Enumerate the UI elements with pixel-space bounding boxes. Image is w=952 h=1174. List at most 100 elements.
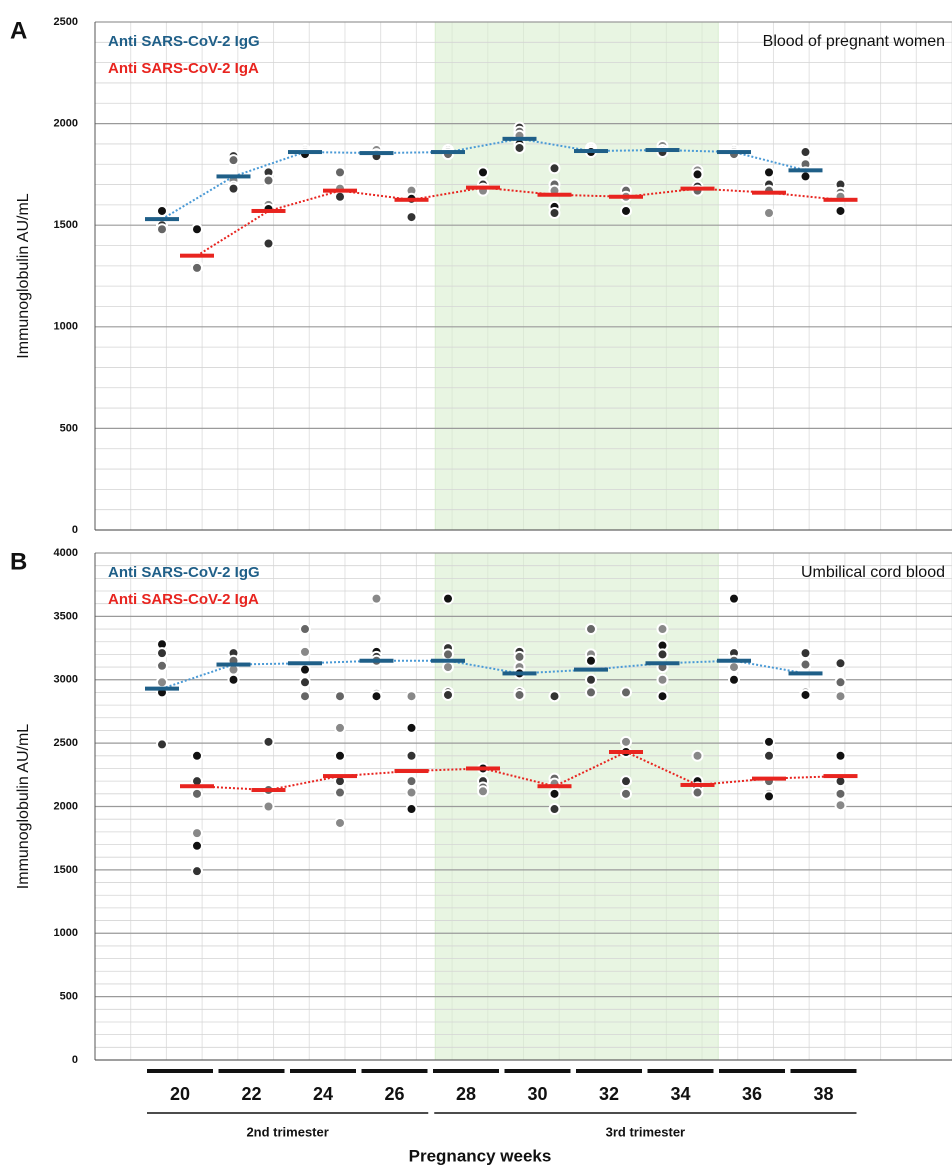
panel-title: Umbilical cord blood bbox=[801, 564, 945, 581]
data-point bbox=[405, 786, 418, 799]
data-point bbox=[299, 623, 311, 636]
data-point bbox=[691, 786, 704, 799]
median-bar bbox=[180, 253, 214, 258]
data-point bbox=[834, 676, 847, 689]
median-bar bbox=[288, 150, 322, 155]
median-bar bbox=[288, 661, 322, 666]
week-bar bbox=[790, 1069, 857, 1073]
data-point bbox=[834, 204, 847, 217]
data-point bbox=[799, 688, 812, 701]
data-point bbox=[299, 645, 311, 658]
data-point bbox=[262, 237, 275, 250]
data-point bbox=[442, 592, 454, 605]
data-point bbox=[728, 661, 740, 674]
data-point bbox=[191, 749, 203, 762]
data-point bbox=[477, 785, 489, 798]
data-point bbox=[405, 749, 418, 762]
x-tick-label: 36 bbox=[742, 1084, 762, 1104]
data-point bbox=[405, 803, 418, 816]
legend-label: Anti SARS-CoV-2 IgA bbox=[108, 591, 259, 608]
median-bar bbox=[323, 774, 357, 779]
x-axis-label: Pregnancy weeks bbox=[409, 1146, 552, 1165]
median-bar bbox=[537, 784, 572, 789]
data-point bbox=[156, 676, 168, 689]
median-bar bbox=[323, 188, 357, 193]
panel-label: B bbox=[10, 548, 27, 575]
data-point bbox=[728, 592, 740, 605]
week-bar bbox=[576, 1069, 642, 1073]
data-point bbox=[763, 166, 775, 179]
data-point bbox=[834, 799, 847, 812]
week-bar bbox=[504, 1069, 571, 1073]
y-axis-label: Immunoglobulin AU/mL bbox=[15, 193, 32, 359]
x-tick-label: 30 bbox=[527, 1084, 547, 1104]
data-point bbox=[442, 661, 454, 674]
data-point bbox=[585, 654, 597, 667]
y-tick-label: 1500 bbox=[54, 219, 78, 231]
data-point bbox=[691, 168, 704, 181]
median-bar bbox=[251, 788, 286, 793]
data-point bbox=[763, 735, 775, 748]
median-bar bbox=[788, 671, 823, 676]
legend-label: Anti SARS-CoV-2 IgA bbox=[108, 60, 259, 77]
data-point bbox=[513, 688, 526, 701]
y-tick-label: 1500 bbox=[54, 864, 78, 876]
median-bar bbox=[823, 197, 858, 202]
data-point bbox=[191, 261, 203, 274]
y-tick-label: 4000 bbox=[54, 547, 78, 559]
data-point bbox=[227, 673, 240, 686]
data-point bbox=[262, 174, 275, 187]
median-bar bbox=[359, 151, 394, 156]
median-bar bbox=[752, 190, 786, 195]
median-bar bbox=[717, 658, 751, 663]
data-point bbox=[299, 663, 311, 676]
y-tick-label: 0 bbox=[72, 1054, 78, 1066]
x-tick-label: 26 bbox=[384, 1084, 404, 1104]
week-bar bbox=[361, 1069, 428, 1073]
median-bar bbox=[502, 136, 537, 141]
median-bar bbox=[788, 168, 823, 173]
week-bar bbox=[147, 1069, 213, 1073]
data-point bbox=[799, 146, 812, 159]
median-bar bbox=[466, 185, 500, 190]
data-point bbox=[191, 787, 203, 800]
data-point bbox=[477, 166, 489, 179]
data-point bbox=[799, 170, 812, 183]
median-bar bbox=[537, 192, 572, 197]
data-point bbox=[548, 803, 561, 816]
data-point bbox=[405, 721, 418, 734]
y-tick-label: 2000 bbox=[54, 800, 78, 812]
data-point bbox=[656, 648, 669, 661]
data-point bbox=[834, 690, 847, 703]
data-point bbox=[156, 647, 168, 660]
median-bar bbox=[145, 217, 179, 222]
data-point bbox=[513, 650, 526, 663]
y-tick-label: 1000 bbox=[54, 321, 78, 333]
data-point bbox=[191, 827, 203, 840]
week-bar bbox=[719, 1069, 785, 1073]
data-point bbox=[334, 721, 346, 734]
data-point bbox=[799, 658, 812, 671]
median-bar bbox=[251, 208, 286, 213]
data-point bbox=[620, 775, 632, 788]
data-point bbox=[548, 787, 561, 800]
data-point bbox=[834, 787, 847, 800]
data-point bbox=[334, 190, 346, 203]
data-point bbox=[763, 749, 775, 762]
data-point bbox=[262, 800, 275, 813]
x-tick-label: 22 bbox=[241, 1084, 261, 1104]
data-point bbox=[834, 657, 847, 670]
y-tick-label: 3500 bbox=[54, 610, 78, 622]
x-tick-label: 20 bbox=[170, 1084, 190, 1104]
median-bar bbox=[609, 194, 643, 199]
median-line bbox=[196, 750, 841, 792]
y-tick-label: 3000 bbox=[54, 674, 78, 686]
median-bar bbox=[394, 769, 429, 774]
data-point bbox=[656, 673, 669, 686]
data-point bbox=[191, 223, 203, 236]
panel-title: Blood of pregnant women bbox=[763, 33, 945, 50]
data-point bbox=[585, 686, 597, 699]
data-point bbox=[620, 735, 632, 748]
median-bar bbox=[216, 662, 251, 667]
